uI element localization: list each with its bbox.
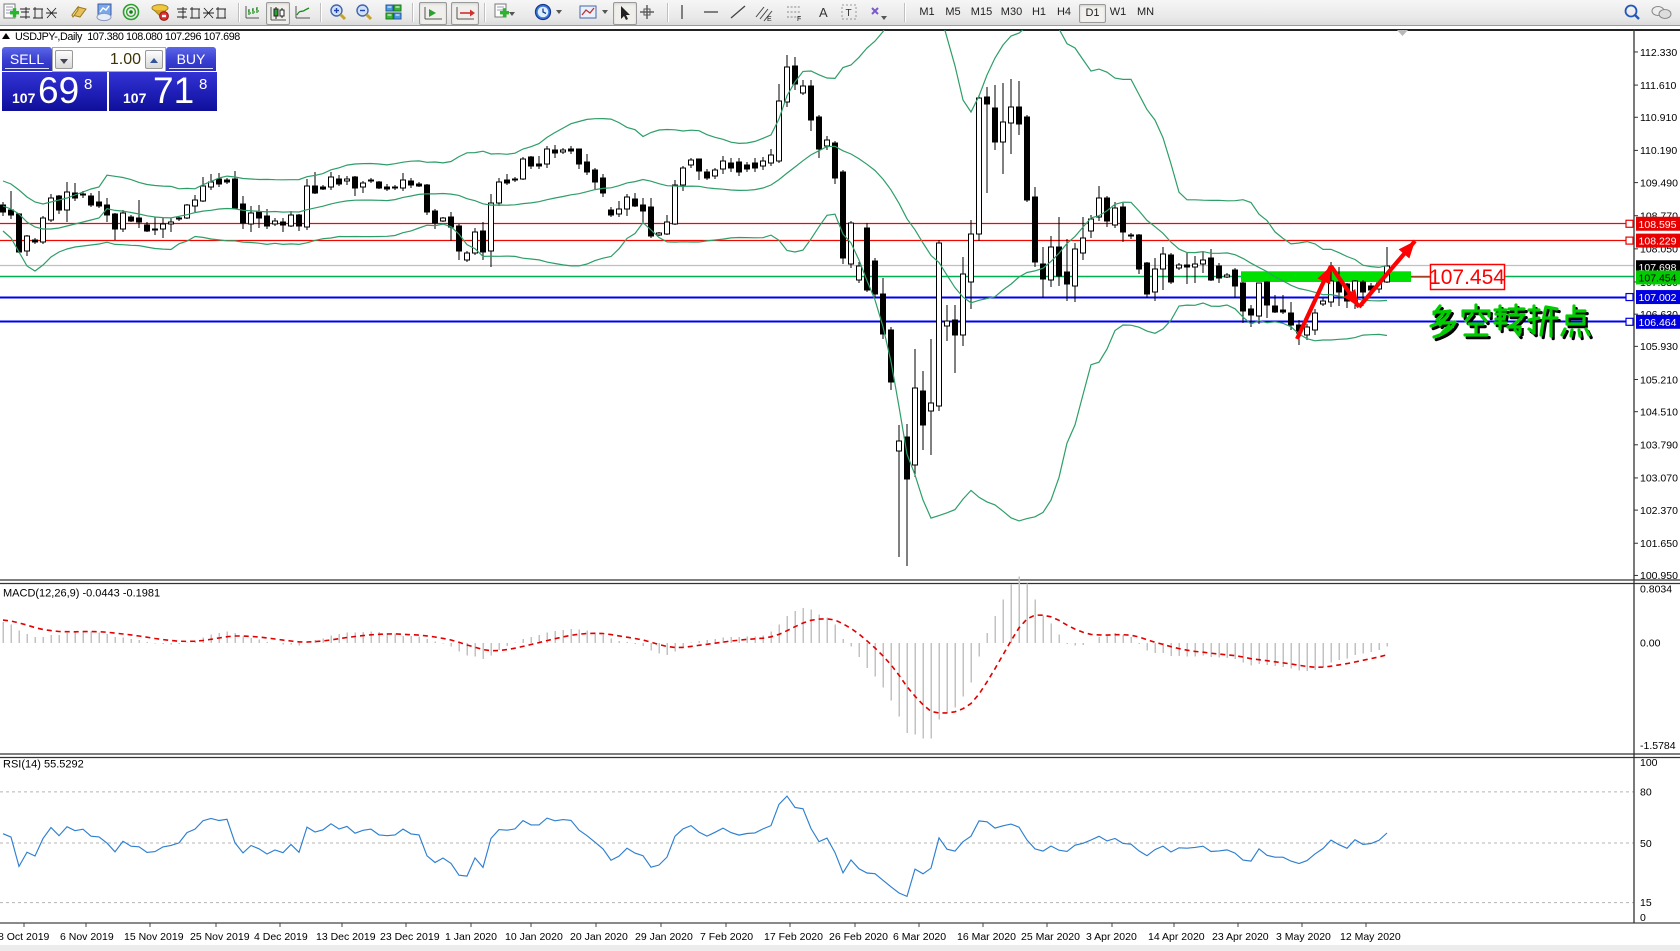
svg-text:15: 15 [1640, 897, 1652, 909]
svg-text:110.190: 110.190 [1640, 145, 1677, 157]
svg-text:20 Jan 2020: 20 Jan 2020 [570, 931, 628, 943]
svg-text:23 Apr 2020: 23 Apr 2020 [1212, 931, 1269, 943]
svg-text:8 Oct 2019: 8 Oct 2019 [0, 931, 50, 943]
svg-text:0: 0 [1640, 912, 1646, 924]
svg-text:106.464: 106.464 [1639, 317, 1677, 329]
svg-text:A: A [819, 5, 828, 20]
svg-text:6 Nov 2019: 6 Nov 2019 [60, 931, 114, 943]
svg-text:105.210: 105.210 [1640, 374, 1678, 386]
svg-text:17 Feb 2020: 17 Feb 2020 [764, 931, 823, 943]
svg-text:10 Jan 2020: 10 Jan 2020 [505, 931, 563, 943]
svg-text:103.070: 103.070 [1640, 473, 1678, 485]
svg-text:-1.5784: -1.5784 [1640, 740, 1676, 752]
svg-text:13 Dec 2019: 13 Dec 2019 [316, 931, 376, 943]
svg-text:26 Feb 2020: 26 Feb 2020 [829, 931, 888, 943]
svg-text:108.229: 108.229 [1639, 236, 1677, 248]
svg-text:111.610: 111.610 [1640, 80, 1677, 92]
svg-text:16 Mar 2020: 16 Mar 2020 [957, 931, 1016, 943]
svg-text:100: 100 [1640, 757, 1658, 769]
svg-text:110.910: 110.910 [1640, 112, 1677, 124]
svg-text:107.454: 107.454 [1639, 272, 1677, 284]
svg-text:E: E [767, 16, 772, 23]
svg-text:3 May 2020: 3 May 2020 [1276, 931, 1331, 943]
svg-text:50: 50 [1640, 838, 1652, 850]
svg-text:112.330: 112.330 [1640, 47, 1677, 59]
svg-text:1 Jan 2020: 1 Jan 2020 [445, 931, 497, 943]
svg-text:6 Mar 2020: 6 Mar 2020 [893, 931, 946, 943]
svg-text:109.490: 109.490 [1640, 177, 1678, 189]
svg-text:RSI(14) 55.5292: RSI(14) 55.5292 [3, 759, 84, 771]
svg-text:MACD(12,26,9) -0.0443 -0.1981: MACD(12,26,9) -0.0443 -0.1981 [3, 588, 160, 600]
svg-text:29 Jan 2020: 29 Jan 2020 [635, 931, 693, 943]
svg-text:15 Nov 2019: 15 Nov 2019 [124, 931, 184, 943]
svg-text:25 Mar 2020: 25 Mar 2020 [1021, 931, 1080, 943]
svg-text:25 Nov 2019: 25 Nov 2019 [190, 931, 250, 943]
svg-text:107.002: 107.002 [1639, 292, 1677, 304]
svg-text:14 Apr 2020: 14 Apr 2020 [1148, 931, 1205, 943]
svg-text:104.510: 104.510 [1640, 406, 1678, 418]
svg-text:0.8034: 0.8034 [1640, 584, 1672, 596]
svg-text:102.370: 102.370 [1640, 505, 1678, 517]
svg-text:23 Dec 2019: 23 Dec 2019 [380, 931, 440, 943]
svg-text:100.950: 100.950 [1640, 570, 1678, 582]
svg-text:103.790: 103.790 [1640, 440, 1678, 452]
svg-text:3 Apr 2020: 3 Apr 2020 [1086, 931, 1137, 943]
svg-text:107.454: 107.454 [1429, 266, 1505, 289]
svg-text:4 Dec 2019: 4 Dec 2019 [254, 931, 308, 943]
svg-text:108.595: 108.595 [1639, 219, 1677, 231]
svg-text:101.650: 101.650 [1640, 538, 1678, 550]
svg-text:T: T [846, 8, 852, 19]
svg-text:105.930: 105.930 [1640, 341, 1678, 353]
svg-text:F: F [797, 16, 801, 23]
svg-text:7 Feb 2020: 7 Feb 2020 [700, 931, 753, 943]
svg-text:0.00: 0.00 [1640, 638, 1661, 650]
svg-text:12 May 2020: 12 May 2020 [1340, 931, 1401, 943]
svg-text:80: 80 [1640, 787, 1652, 799]
